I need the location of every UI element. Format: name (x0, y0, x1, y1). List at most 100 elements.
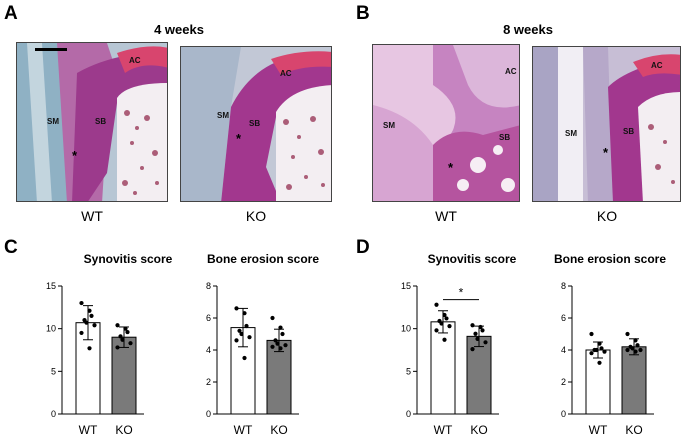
erosion-star: * (603, 145, 609, 160)
data-point (473, 331, 478, 336)
y-tick-label: 15 (401, 281, 411, 291)
panel-letter-a: A (4, 3, 18, 24)
panel-letter-c: C (4, 237, 18, 258)
erosion-star: * (448, 160, 454, 175)
data-point (92, 323, 97, 328)
panel-letter-b: B (356, 3, 370, 24)
data-point (638, 347, 643, 353)
data-point (87, 346, 92, 351)
y-tick-label: 4 (561, 345, 566, 355)
data-point (247, 335, 252, 340)
bar-ko (621, 346, 647, 415)
y-tick-label: 2 (561, 377, 566, 387)
data-point (79, 330, 84, 336)
y-tick-label: 0 (51, 409, 56, 419)
caption-8w-wt: WT (435, 208, 457, 224)
data-point (242, 355, 247, 361)
label-ac: AC (129, 56, 141, 65)
data-point (625, 331, 630, 337)
y-tick-label: 8 (206, 281, 211, 291)
data-point (283, 343, 288, 348)
data-point (237, 328, 242, 333)
label-sm: SM (383, 121, 395, 130)
data-point (115, 345, 120, 350)
chart-title-d-synovitis: Synovitis score (427, 252, 517, 266)
significance-star: * (459, 286, 464, 300)
bar-chart-d-synovitis: 0 5 10 15 WT KO * (401, 281, 499, 437)
data-point (480, 328, 485, 333)
data-point (444, 316, 449, 321)
data-point (278, 346, 283, 351)
data-point (118, 334, 123, 339)
data-point (447, 324, 452, 329)
data-point (275, 341, 280, 346)
y-tick-label: 4 (206, 345, 211, 355)
label-sb: SB (623, 127, 635, 136)
y-tick-label: 6 (561, 313, 566, 323)
bar-chart-c-synovitis: 0 5 10 15 WT KO (46, 281, 144, 437)
data-point (589, 331, 594, 337)
data-point (597, 360, 602, 365)
data-point (273, 338, 278, 343)
data-point (244, 323, 249, 329)
data-point (115, 323, 120, 328)
bar-chart-c-erosion: 0 2 4 6 8 WT KO (206, 281, 299, 437)
data-point (434, 302, 439, 307)
data-point (434, 328, 439, 333)
x-tick-label: KO (270, 423, 287, 437)
data-point (123, 326, 128, 331)
y-tick-label: 10 (401, 324, 411, 334)
bar-ko (111, 336, 137, 415)
x-tick-label: WT (234, 423, 253, 437)
x-tick-label: WT (434, 423, 453, 437)
data-point (79, 300, 84, 306)
caption-4w-ko: KO (245, 208, 267, 224)
data-point (270, 315, 275, 321)
chart-title-c-synovitis: Synovitis score (83, 252, 173, 266)
data-point (597, 341, 602, 346)
y-tick-label: 15 (46, 281, 56, 291)
data-point (120, 337, 125, 342)
x-tick-label: KO (625, 423, 642, 437)
caption-4w-wt: WT (81, 208, 103, 224)
data-point (442, 337, 447, 342)
panel-letter-d: D (356, 237, 370, 258)
data-point (633, 338, 638, 343)
chart-title-d-erosion: Bone erosion score (553, 252, 667, 266)
data-point (594, 347, 599, 353)
data-point (278, 325, 283, 330)
label-ac: AC (280, 69, 292, 78)
label-ac: AC (651, 61, 663, 70)
bar-ko (266, 339, 292, 415)
data-point (84, 320, 89, 325)
label-sb: SB (95, 117, 107, 126)
label-sb: SB (499, 133, 511, 142)
y-tick-label: 0 (406, 409, 411, 419)
bar-wt (230, 327, 256, 415)
chart-title-c-erosion: Bone erosion score (206, 252, 320, 266)
panel-a-title: 4 weeks (154, 22, 204, 37)
data-point (87, 308, 92, 313)
histology-image-4w-wt: AC SM SB * (16, 42, 168, 202)
bar-chart-d-erosion: 0 2 4 6 8 WT KO (561, 281, 654, 437)
data-point (239, 331, 244, 337)
data-point (89, 313, 94, 318)
data-point (280, 331, 285, 337)
y-tick-label: 10 (46, 324, 56, 334)
x-tick-label: WT (79, 423, 98, 437)
data-point (439, 321, 444, 326)
data-point (599, 346, 604, 351)
x-tick-label: KO (115, 423, 132, 437)
label-sb: SB (249, 119, 261, 128)
y-tick-label: 0 (561, 409, 566, 419)
y-tick-label: 5 (51, 366, 56, 376)
data-point (470, 347, 475, 352)
data-point (442, 312, 447, 318)
label-sm: SM (565, 129, 577, 138)
caption-8w-ko: KO (596, 208, 618, 224)
y-tick-label: 5 (406, 366, 411, 376)
data-point (234, 338, 239, 343)
data-point (589, 351, 594, 356)
y-tick-label: 6 (206, 313, 211, 323)
data-point (125, 329, 130, 335)
